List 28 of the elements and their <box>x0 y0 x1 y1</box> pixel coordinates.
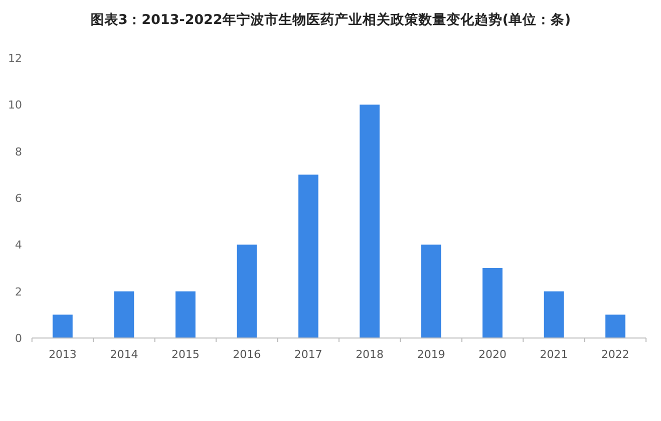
x-tick-label: 2017 <box>294 348 322 361</box>
x-tick-label: 2015 <box>172 348 200 361</box>
bar <box>360 104 380 338</box>
y-tick-label: 12 <box>8 52 22 65</box>
x-tick-label: 2021 <box>540 348 568 361</box>
x-tick-label: 2013 <box>48 348 77 361</box>
bar <box>52 314 73 338</box>
bar <box>482 268 502 338</box>
y-tick-label: 4 <box>15 238 22 252</box>
y-tick-label: 10 <box>8 98 22 112</box>
y-tick-label: 2 <box>15 285 22 298</box>
bar <box>298 174 318 338</box>
bar <box>605 314 626 338</box>
x-tick-label: 2020 <box>478 348 506 361</box>
x-tick-label: 2018 <box>356 348 384 361</box>
y-tick-label: 0 <box>15 332 22 345</box>
bar <box>544 291 564 338</box>
bar <box>176 291 196 338</box>
chart-title: 图表3：2013-2022年宁波市生物医药产业相关政策数量变化趋势(单位：条) <box>90 11 571 28</box>
bar <box>236 244 257 338</box>
x-tick-label: 2022 <box>601 348 630 361</box>
y-tick-label: 6 <box>15 192 22 205</box>
bar <box>114 291 134 338</box>
bar <box>421 244 442 338</box>
y-tick-label: 8 <box>15 145 22 158</box>
x-tick-label: 2019 <box>417 348 446 361</box>
x-tick-label: 2014 <box>110 348 138 361</box>
x-tick-label: 2016 <box>232 348 261 361</box>
